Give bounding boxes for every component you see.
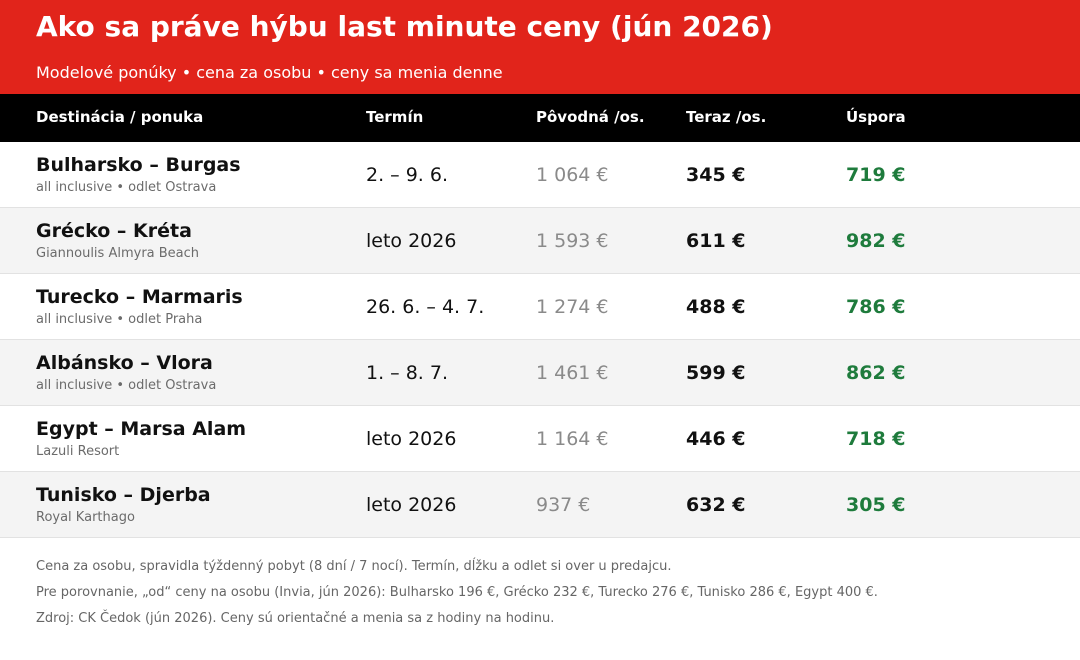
- table-row: Tunisko – Djerba Royal Karthago leto 2026 9…: [0, 472, 1080, 538]
- column-header: Destinácia / ponuka: [36, 108, 204, 126]
- original-price: 1 274 €: [536, 296, 609, 318]
- offer-detail: all inclusive • odlet Ostrava: [36, 378, 217, 393]
- destination-name: Turecko – Marmaris: [36, 286, 243, 308]
- table-header: Destinácia / ponuka Termín Pôvodná /os. Ter…: [0, 94, 1080, 142]
- original-price: 937 €: [536, 494, 591, 516]
- column-header: Pôvodná /os.: [536, 108, 645, 126]
- header: Ako sa práve hýbu last minute ceny (jún …: [0, 0, 1080, 94]
- original-price: 1 164 €: [536, 428, 609, 450]
- destination-name: Egypt – Marsa Alam: [36, 418, 247, 440]
- saving: 862 €: [846, 362, 906, 384]
- term: leto 2026: [366, 230, 457, 252]
- current-price: 632 €: [686, 494, 746, 516]
- term: 26. 6. – 4. 7.: [366, 296, 485, 318]
- destination-name: Albánsko – Vlora: [36, 352, 213, 374]
- offer-detail: all inclusive • odlet Praha: [36, 312, 203, 327]
- term: 1. – 8. 7.: [366, 362, 449, 384]
- offer-detail: Royal Karthago: [36, 510, 135, 525]
- saving: 305 €: [846, 494, 906, 516]
- column-header: Termín: [366, 108, 424, 126]
- saving: 719 €: [846, 164, 906, 186]
- current-price: 345 €: [686, 164, 746, 186]
- table-row: Turecko – Marmaris all inclusive • odlet …: [0, 274, 1080, 340]
- offer-detail: Lazuli Resort: [36, 444, 120, 459]
- footnote: Zdroj: CK Čedok (jún 2026). Ceny sú orie…: [36, 611, 555, 626]
- column-header: Úspora: [846, 108, 906, 126]
- destination-name: Grécko – Kréta: [36, 220, 192, 242]
- column-header: Teraz /os.: [686, 108, 767, 126]
- destination-name: Bulharsko – Burgas: [36, 154, 241, 176]
- table-row: Albánsko – Vlora all inclusive • odlet Os…: [0, 340, 1080, 406]
- offer-detail: Giannoulis Almyra Beach: [36, 246, 200, 261]
- current-price: 611 €: [686, 230, 746, 252]
- current-price: 446 €: [686, 428, 746, 450]
- original-price: 1 461 €: [536, 362, 609, 384]
- original-price: 1 064 €: [536, 164, 609, 186]
- footnote: Pre porovnanie, „od“ ceny na osobu (Invi…: [36, 585, 878, 600]
- term: leto 2026: [366, 494, 457, 516]
- original-price: 1 593 €: [536, 230, 609, 252]
- table-row: Egypt – Marsa Alam Lazuli Resort leto 2026…: [0, 406, 1080, 472]
- current-price: 599 €: [686, 362, 746, 384]
- destination-name: Tunisko – Djerba: [36, 484, 211, 506]
- offer-detail: all inclusive • odlet Ostrava: [36, 180, 217, 195]
- title: Ako sa práve hýbu last minute ceny (jún …: [36, 10, 773, 43]
- term: 2. – 9. 6.: [366, 164, 449, 186]
- footnote: Cena za osobu, spravidla týždenný pobyt …: [36, 559, 672, 574]
- table-row: Bulharsko – Burgas all inclusive • odlet …: [0, 142, 1080, 208]
- subtitle: Modelové ponúky • cena za osobu • ceny s…: [36, 63, 503, 82]
- table-row: Grécko – Kréta Giannoulis Almyra Beach let…: [0, 208, 1080, 274]
- saving: 786 €: [846, 296, 906, 318]
- saving: 982 €: [846, 230, 906, 252]
- term: leto 2026: [366, 428, 457, 450]
- saving: 718 €: [846, 428, 906, 450]
- current-price: 488 €: [686, 296, 746, 318]
